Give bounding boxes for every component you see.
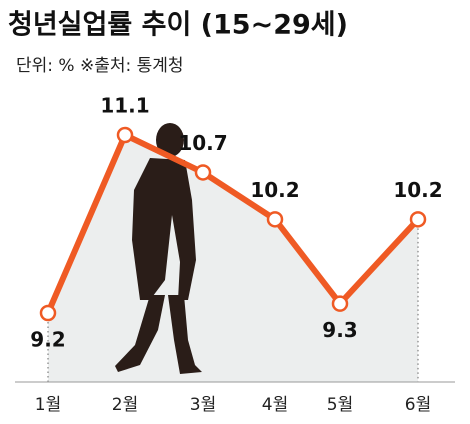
silhouette (115, 123, 202, 374)
data-label: 10.2 (393, 178, 442, 202)
x-tick-label: 1월 (35, 395, 61, 415)
marker (266, 211, 284, 228)
chart-subtitle: 단위: % ※출처: 통계청 (16, 56, 184, 76)
silhouette-body (132, 158, 196, 300)
x-tick-label: 5월 (327, 395, 353, 415)
chart-title: 청년실업률 추이 (15~29세) (8, 10, 348, 41)
area (48, 135, 418, 382)
marker (39, 304, 57, 322)
data-label: 10.2 (250, 178, 299, 202)
x-tick-label: 3월 (190, 395, 216, 415)
marker (194, 164, 212, 181)
x-tick-label: 6월 (405, 395, 431, 415)
data-label: 11.1 (100, 94, 149, 118)
data-label: 9.3 (322, 318, 357, 342)
x-tick-label: 2월 (112, 395, 138, 415)
silhouette-leg (115, 295, 165, 372)
silhouette-leg (168, 295, 202, 374)
marker (116, 126, 134, 144)
marker (331, 295, 349, 312)
marker (409, 211, 427, 228)
line (45, 132, 421, 315)
area-layer (47, 135, 419, 382)
data-label: 9.2 (30, 328, 65, 352)
x-tick-label: 4월 (262, 395, 288, 415)
silhouette-head (156, 123, 184, 157)
data-label: 10.7 (178, 131, 227, 155)
